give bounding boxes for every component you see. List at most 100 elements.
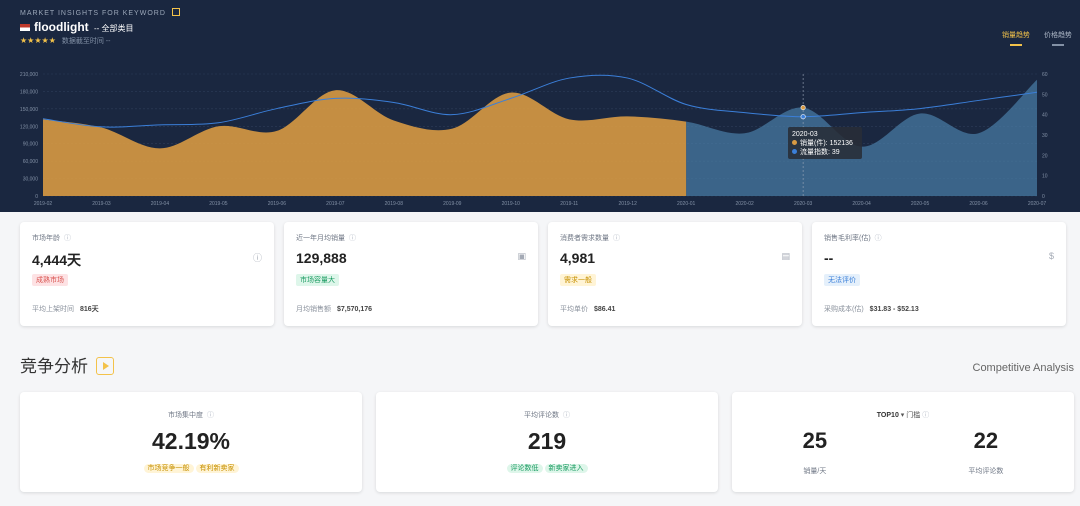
tooltip-sales: 销量(件): 152136	[792, 139, 858, 148]
calendar-icon: ▣	[517, 251, 526, 261]
y2-axis-tick-label: 0	[1042, 194, 1045, 200]
card-value: 42.19%	[151, 428, 230, 454]
tooltip-traffic-value: 39	[831, 149, 840, 156]
competitive-analysis-title: 竞争分析	[20, 352, 114, 377]
y-axis-tick-label: 0	[35, 194, 38, 200]
sales-area-history	[43, 90, 687, 196]
top10-threshold-card: TOP10 ▾ 门槛 ⓘ 25 销量/天 22 平均评论数	[732, 392, 1074, 492]
y-axis-tick-label: 90,000	[23, 142, 39, 148]
tab-sales-trend[interactable]: 销量趋势	[1002, 30, 1030, 46]
tooltip-traffic: 流量指数: 39	[792, 148, 858, 157]
top10-selector[interactable]: TOP10 ▾ 门槛 ⓘ	[732, 410, 1074, 420]
y2-axis-tick-label: 20	[1042, 153, 1048, 159]
card-footer: 平均上架时间 816天	[32, 304, 99, 314]
traffic-dot-icon	[792, 149, 797, 154]
section-subtitle: Competitive Analysis	[972, 362, 1075, 374]
tooltip-traffic-label: 流量指数	[800, 149, 828, 156]
card-label: 销售毛利率(估)	[824, 233, 882, 243]
tab-price-trend[interactable]: 价格趋势	[1044, 30, 1072, 46]
y-axis-tick-label: 60,000	[23, 159, 39, 165]
traffic-line	[42, 74, 1038, 128]
info-icon: ⓘ	[922, 412, 930, 419]
demand-card: 消费者需求数量 4,981 ▤ 需求一般 平均单价 $86.41	[548, 222, 802, 326]
x-axis-tick-label: 2019-03	[92, 201, 111, 207]
card-value: 219	[527, 428, 567, 454]
card-tags: 评论数低 新卖家进入	[376, 463, 718, 473]
keyword-text: floodlight	[34, 20, 89, 34]
x-axis-tick-label: 2019-07	[326, 201, 345, 207]
chart-tooltip: 2020-03 销量(件): 152136 流量指数: 39	[788, 127, 862, 159]
us-flag-icon	[20, 24, 30, 31]
card-badge: 无法评价	[824, 274, 860, 286]
card-label: 市场年龄	[32, 233, 71, 243]
y2-axis-tick-label: 50	[1042, 92, 1048, 98]
sales-dot-icon	[792, 140, 797, 145]
info-box-icon	[171, 8, 180, 16]
x-axis-tick-label: 2019-09	[443, 201, 462, 207]
sales-per-day-label: 销量/天	[803, 468, 827, 475]
tag: 市场竞争一般	[143, 464, 194, 473]
margin-card: 销售毛利率(估) -- $ 无法评价 采购成本(估) $31.83 - $52.1…	[812, 222, 1066, 326]
x-axis-tick-label: 2020-02	[735, 201, 754, 207]
grid-icon: ▤	[781, 251, 790, 261]
market-metric-cards: 市场年龄 4,444天 ⓘ 成熟市场 平均上架时间 816天 近一年月均销量 12…	[20, 222, 1076, 326]
tooltip-sales-label: 销量(件)	[800, 140, 826, 147]
card-value: 4,444天	[32, 252, 82, 268]
sales-point	[800, 105, 806, 111]
x-axis-tick-label: 2019-11	[560, 201, 578, 207]
rating-stars: ★★★★★ 数据截至时间 --	[20, 36, 110, 46]
card-footer: 平均单价 $86.41	[560, 304, 615, 314]
y2-axis-tick-label: 30	[1042, 133, 1048, 139]
footer-value: 816天	[80, 306, 99, 313]
footer-value: $31.83 - $52.13	[869, 306, 919, 313]
caret-down-icon[interactable]: ▾	[900, 412, 905, 419]
x-axis-tick-label: 2020-06	[969, 201, 988, 207]
x-axis-tick-label: 2020-07	[1028, 201, 1047, 207]
x-axis-tick-label: 2020-05	[911, 201, 930, 207]
y-axis-tick-label: 120,000	[20, 124, 38, 130]
top10-dropdown[interactable]: TOP10	[876, 412, 899, 419]
card-value: 129,888	[296, 250, 347, 266]
card-value: 4,981	[560, 250, 596, 266]
traffic-point	[800, 114, 806, 120]
tag: 有利新卖家	[195, 464, 239, 473]
data-cutoff: 数据截至时间 --	[61, 38, 111, 45]
dollar-icon: $	[1048, 251, 1054, 261]
monthly-sales-card: 近一年月均销量 129,888 ▣ 市场容量大 月均销售额 $7,570,176	[284, 222, 538, 326]
x-axis-tick-label: 2020-03	[794, 201, 813, 207]
footer-label: 平均上架时间	[32, 306, 74, 313]
sales-per-day-value: 25	[802, 428, 828, 453]
footer-label: 采购成本(估)	[824, 306, 864, 313]
y-axis-tick-label: 180,000	[20, 89, 38, 95]
x-axis-tick-label: 2019-06	[268, 201, 287, 207]
y2-axis-tick-label: 60	[1042, 72, 1048, 78]
sales-per-day: 25 销量/天	[803, 428, 827, 476]
x-axis-tick-label: 2020-01	[677, 201, 696, 207]
footer-label: 月均销售额	[296, 306, 331, 313]
tag: 新卖家进入	[544, 464, 588, 473]
sales-trend-chart: 0 30,000 60,000 90,000 120,000 150,000 180,000…	[20, 72, 1048, 207]
market-age-card: 市场年龄 4,444天 ⓘ 成熟市场 平均上架时间 816天	[20, 222, 274, 326]
keyword-title: floodlight -- 全部类目	[20, 20, 134, 34]
trend-tabs[interactable]: 销量趋势 价格趋势	[1002, 30, 1072, 46]
card-label: 近一年月均销量	[296, 233, 356, 243]
threshold-label: 门槛	[906, 412, 921, 419]
x-axis-tick-label: 2019-04	[151, 201, 170, 207]
stars-text: ★★★★★	[20, 36, 56, 45]
average-reviews: 22 平均评论数	[968, 428, 1003, 476]
card-label: 消费者需求数量	[560, 233, 620, 243]
average-reviews-label: 平均评论数	[968, 468, 1004, 475]
clock-icon: ⓘ	[252, 253, 262, 263]
tooltip-date: 2020-03	[792, 131, 818, 138]
play-icon[interactable]	[96, 357, 114, 375]
tag: 评论数低	[506, 464, 543, 473]
card-footer: 采购成本(估) $31.83 - $52.13	[824, 304, 919, 314]
y-axis-tick-label: 150,000	[20, 107, 38, 113]
card-badge: 市场容量大	[296, 274, 339, 286]
card-badge: 需求一般	[560, 274, 596, 286]
x-axis-tick-label: 2020-04	[852, 201, 871, 207]
card-label: 平均评论数	[376, 410, 718, 420]
